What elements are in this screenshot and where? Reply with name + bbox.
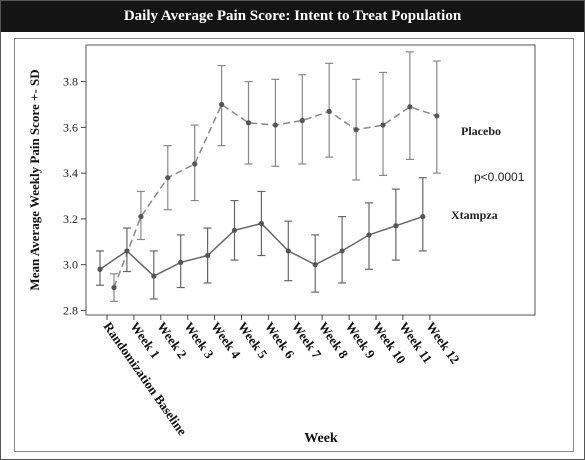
data-point [380,122,386,128]
data-point [420,214,426,220]
y-axis: 2.8 3.0 3.2 3.4 3.6 3.8 [63,75,86,317]
data-point [219,101,225,108]
data-point [178,259,184,265]
data-point [165,175,171,181]
series-placebo [110,51,441,302]
data-point [258,220,264,227]
data-point [192,161,198,167]
data-point [299,117,305,124]
data-point [366,232,372,238]
y-tick-label: 2.8 [63,303,78,317]
y-tick-label: 3.4 [63,166,78,180]
y-tick-label: 3.0 [63,258,78,272]
plot-area [85,44,536,316]
data-point [312,262,318,268]
x-axis-label: Week [304,431,338,446]
data-point [326,108,332,114]
chart-canvas: 2.8 3.0 3.2 3.4 3.6 3.8 Randomization Baselin… [27,44,536,446]
data-point [124,248,130,254]
series-xtampza [96,177,427,300]
y-axis-label: Mean Average Weekly Pain Score +- SD [27,69,42,290]
chart-title: Daily Average Pain Score: Intent to Trea… [1,1,584,32]
data-point [285,248,291,254]
data-point [272,122,278,128]
plot-panel: 2.8 3.0 3.2 3.4 3.6 3.8 Randomization Baselin… [14,38,574,452]
data-point [353,127,359,133]
p-value-annotation: p<0.0001 [474,170,525,184]
data-point [111,284,117,291]
data-point [138,214,144,220]
data-point [339,248,345,254]
y-tick-label: 3.2 [63,212,78,226]
data-point [245,120,252,126]
data-point [407,104,413,110]
series-layer [96,51,441,302]
data-point [231,227,238,233]
y-tick-label: 3.6 [63,120,78,134]
data-point [151,273,157,279]
series-label-xtampza: Xtampza [451,208,498,222]
series-label-placebo: Placebo [461,124,501,138]
data-point [205,252,211,259]
data-point [434,113,440,119]
y-tick-label: 3.8 [63,75,78,89]
data-point [97,266,103,272]
data-point [393,223,399,229]
